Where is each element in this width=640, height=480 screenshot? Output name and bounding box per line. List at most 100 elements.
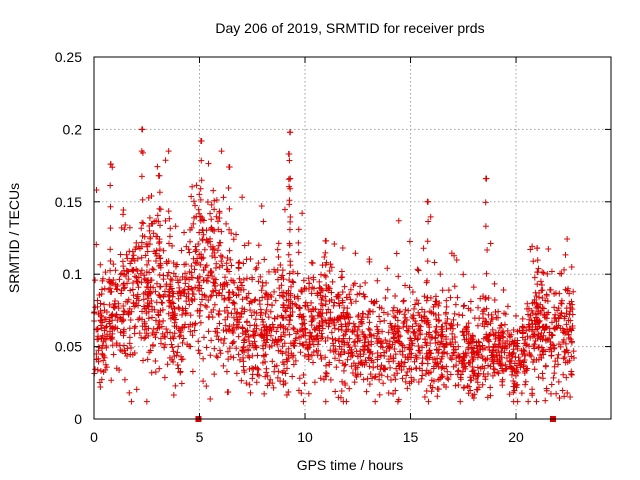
data-point — [273, 338, 280, 345]
data-point — [529, 358, 536, 365]
data-point — [299, 210, 306, 217]
data-point — [212, 254, 219, 261]
data-point — [356, 290, 363, 297]
data-point — [323, 319, 330, 326]
data-point — [419, 355, 426, 362]
data-point — [423, 297, 430, 304]
data-point — [422, 370, 429, 377]
data-point — [226, 226, 233, 233]
data-point — [286, 317, 293, 324]
data-point — [521, 351, 528, 358]
data-point — [186, 268, 193, 275]
data-point — [484, 246, 491, 253]
data-point — [408, 350, 415, 357]
data-point — [185, 290, 192, 297]
data-point — [317, 285, 324, 292]
data-point — [395, 396, 402, 403]
data-point — [190, 255, 197, 262]
data-point — [531, 296, 538, 303]
data-point — [464, 383, 471, 390]
data-point — [262, 342, 269, 349]
data-point — [341, 304, 348, 311]
data-point — [146, 241, 153, 248]
data-point — [241, 349, 248, 356]
data-point — [465, 390, 472, 397]
data-point — [288, 283, 295, 290]
data-point — [346, 385, 353, 392]
data-point — [557, 312, 564, 319]
data-point — [381, 317, 388, 324]
data-point — [207, 225, 214, 232]
data-point — [483, 331, 490, 338]
data-point — [116, 314, 123, 321]
data-point — [451, 283, 458, 290]
data-point — [146, 214, 153, 221]
data-point — [150, 341, 157, 348]
data-point — [434, 393, 441, 400]
data-point — [170, 270, 177, 277]
data-point — [202, 293, 209, 300]
data-point — [140, 357, 147, 364]
data-point — [275, 240, 282, 247]
data-point — [534, 317, 541, 324]
data-point — [200, 267, 207, 274]
data-point — [425, 349, 432, 356]
data-point — [241, 336, 248, 343]
data-point — [519, 329, 526, 336]
data-point — [477, 295, 484, 302]
data-point — [563, 374, 570, 381]
data-point — [241, 369, 248, 376]
data-point — [205, 314, 212, 321]
data-point — [500, 328, 507, 335]
data-point — [335, 338, 342, 345]
data-point — [141, 272, 148, 279]
data-point — [152, 334, 159, 341]
data-point — [279, 314, 286, 321]
data-point — [350, 339, 357, 346]
data-point — [357, 283, 364, 290]
data-point — [487, 384, 494, 391]
data-point — [469, 392, 476, 399]
data-point — [170, 259, 177, 266]
data-point — [289, 278, 296, 285]
data-point — [384, 373, 391, 380]
data-point — [322, 373, 329, 380]
data-point — [290, 361, 297, 368]
data-point — [286, 270, 293, 277]
y-axis-label: SRMTID / TECUs — [6, 183, 22, 293]
data-point — [409, 289, 416, 296]
data-point — [384, 286, 391, 293]
data-point — [215, 242, 222, 249]
data-point — [133, 386, 140, 393]
data-point — [178, 290, 185, 297]
data-point — [499, 378, 506, 385]
data-point — [479, 346, 486, 353]
data-point — [295, 387, 302, 394]
data-point — [110, 303, 117, 310]
data-point — [216, 263, 223, 270]
data-point — [540, 346, 547, 353]
data-point — [113, 285, 120, 292]
data-point — [305, 390, 312, 397]
data-point — [141, 326, 148, 333]
data-point — [438, 374, 445, 381]
data-point — [485, 362, 492, 369]
data-point — [252, 316, 259, 323]
data-point — [157, 222, 164, 229]
data-point — [332, 337, 339, 344]
data-point — [463, 326, 470, 333]
data-point — [354, 291, 361, 298]
data-point — [122, 350, 129, 357]
data-point — [223, 220, 230, 227]
data-point — [188, 274, 195, 281]
data-point — [304, 344, 311, 351]
data-point — [180, 335, 187, 342]
data-point — [510, 389, 517, 396]
data-point — [449, 352, 456, 359]
data-point — [211, 276, 218, 283]
data-point — [341, 349, 348, 356]
data-point — [116, 276, 123, 283]
data-point — [441, 349, 448, 356]
data-point — [176, 284, 183, 291]
data-point — [308, 312, 315, 319]
